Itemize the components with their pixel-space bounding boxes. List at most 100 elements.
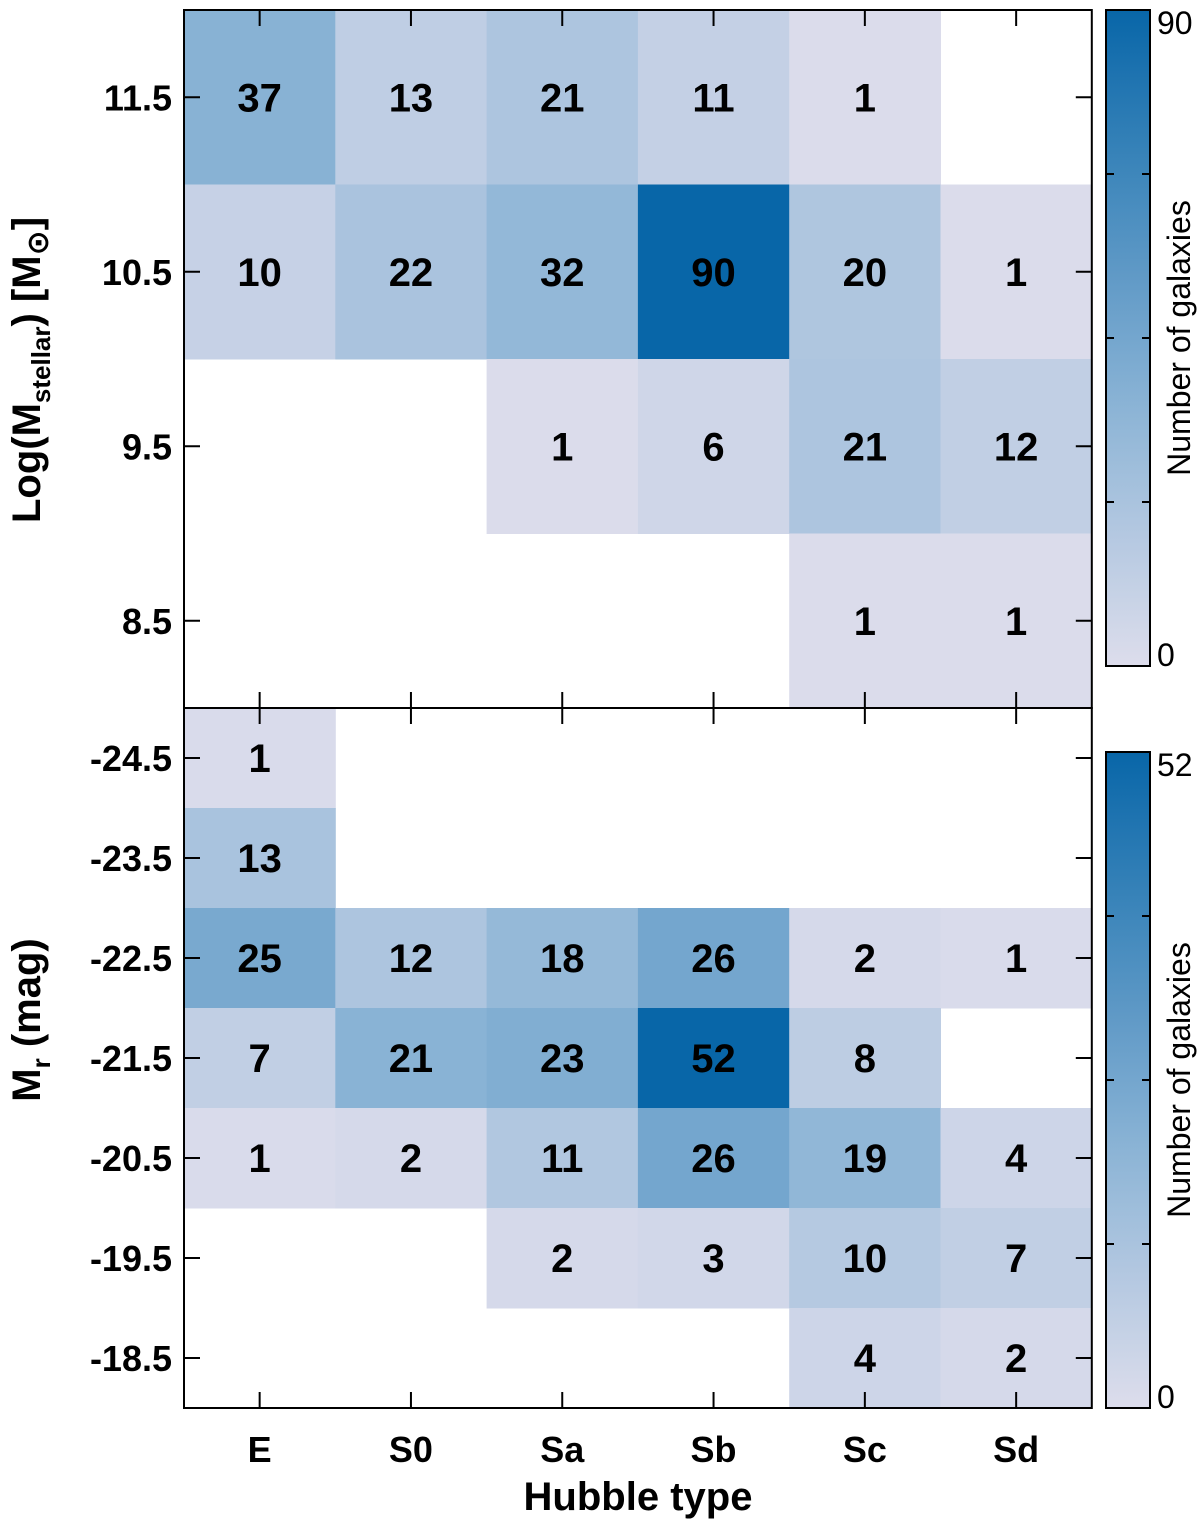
colorbar-min-label: 0 xyxy=(1157,637,1175,673)
heatmap-cell xyxy=(184,1108,336,1209)
cell-label: 20 xyxy=(843,251,888,295)
heatmap-cell xyxy=(637,10,790,185)
colorbar-max-label: 90 xyxy=(1157,5,1193,41)
cell-label: 1 xyxy=(551,425,573,469)
heatmap-cell xyxy=(184,808,336,909)
heatmap-cell xyxy=(940,359,1093,534)
heatmap-cell xyxy=(789,359,941,534)
x-tick-label: S0 xyxy=(389,1429,433,1470)
cell-label: 1 xyxy=(854,76,876,120)
heatmap-cell xyxy=(335,10,488,185)
heatmap-cell xyxy=(789,908,941,1009)
cell-label: 21 xyxy=(389,1037,434,1081)
heatmap-cell xyxy=(789,1108,941,1209)
cell-label: 2 xyxy=(400,1137,422,1181)
heatmap-cell xyxy=(335,1108,488,1209)
y-axis-title: Log(Mstellar) [M⊙] xyxy=(5,217,56,523)
heatmap-cell xyxy=(486,1108,639,1209)
heatmap-cell xyxy=(789,184,941,360)
y-tick-label: 8.5 xyxy=(122,601,172,642)
cell-label: 37 xyxy=(237,76,282,120)
heatmap-cell xyxy=(637,1008,790,1109)
colorbar-min-label: 0 xyxy=(1157,1379,1175,1415)
heatmap-cell xyxy=(184,908,336,1009)
heatmap-cell xyxy=(335,1008,488,1109)
heatmap-cell xyxy=(789,10,941,185)
cell-label: 1 xyxy=(249,737,271,781)
heatmap-cell xyxy=(184,10,336,185)
cell-label: 32 xyxy=(540,251,585,295)
cell-label: 4 xyxy=(1005,1137,1028,1181)
cell-label: 1 xyxy=(1005,251,1027,295)
y-tick-label: -24.5 xyxy=(90,738,172,779)
colorbar-max-label: 52 xyxy=(1157,747,1193,783)
cell-label: 11 xyxy=(692,76,734,120)
heatmap-cell xyxy=(789,1008,941,1109)
heatmap-cell xyxy=(940,1108,1093,1209)
heatmap-cell xyxy=(486,184,639,360)
heatmap-cell xyxy=(940,184,1093,360)
heatmap-cell xyxy=(335,184,488,360)
cell-label: 10 xyxy=(843,1237,888,1281)
cell-label: 8 xyxy=(854,1037,876,1081)
y-tick-label: 11.5 xyxy=(104,77,172,118)
cell-label: 3 xyxy=(702,1237,724,1281)
heatmap-cell xyxy=(486,1208,639,1309)
cell-label: 25 xyxy=(237,937,282,981)
y-tick-label: -22.5 xyxy=(90,938,172,979)
y-tick-label: -18.5 xyxy=(90,1338,172,1379)
cell-label: 13 xyxy=(237,837,282,881)
heatmap-cell xyxy=(184,184,336,360)
cell-label: 52 xyxy=(691,1037,736,1081)
cell-label: 1 xyxy=(1005,937,1027,981)
cell-label: 23 xyxy=(540,1037,585,1081)
colorbar-title: Number of galaxies xyxy=(1161,942,1197,1218)
cell-label: 2 xyxy=(854,937,876,981)
y-tick-label: -21.5 xyxy=(90,1038,172,1079)
y-tick-label: 10.5 xyxy=(102,252,172,293)
heatmap-cell xyxy=(940,908,1093,1009)
heatmap-cell xyxy=(789,1208,941,1309)
y-tick-label: -23.5 xyxy=(90,838,172,879)
heatmap-cell xyxy=(486,359,639,534)
cell-label: 1 xyxy=(1005,600,1027,644)
heatmap-cell xyxy=(940,1308,1093,1409)
heatmap-cell xyxy=(637,359,790,534)
cell-label: 6 xyxy=(702,425,724,469)
x-tick-label: Sd xyxy=(993,1429,1039,1470)
heatmap-cell xyxy=(486,10,639,185)
cell-label: 19 xyxy=(843,1137,888,1181)
y-axis-title: Mr (mag) xyxy=(5,938,56,1101)
cell-label: 90 xyxy=(691,251,736,295)
x-tick-label: E xyxy=(248,1429,272,1470)
heatmap-cell xyxy=(637,1108,790,1209)
cell-label: 22 xyxy=(389,251,434,295)
cell-label: 13 xyxy=(389,76,434,120)
cell-label: 7 xyxy=(249,1037,271,1081)
cell-label: 12 xyxy=(389,937,434,981)
y-tick-label: -19.5 xyxy=(90,1238,172,1279)
cell-label: 1 xyxy=(249,1137,271,1181)
cell-label: 10 xyxy=(237,251,282,295)
cell-label: 21 xyxy=(540,76,585,120)
cell-label: 7 xyxy=(1005,1237,1027,1281)
y-tick-label: -20.5 xyxy=(90,1138,172,1179)
x-axis-title: Hubble type xyxy=(524,1475,753,1519)
heatmap-cell xyxy=(940,533,1093,709)
heatmap-cells: 37 13 21 11 110 22 32 90 20 11 6 21 121 1 xyxy=(184,10,1093,709)
x-tick-label: Sc xyxy=(843,1429,887,1470)
heatmap-cell xyxy=(789,533,941,709)
heatmap-cell xyxy=(486,1008,639,1109)
cell-label: 12 xyxy=(994,425,1039,469)
panel-stellar-mass: 37 13 21 11 110 22 32 90 20 11 6 21 121 111.510.59.58… xyxy=(5,5,1197,709)
heatmap-cell xyxy=(637,184,790,360)
cell-label: 21 xyxy=(843,425,888,469)
cell-label: 2 xyxy=(1005,1337,1027,1381)
y-tick-label: 9.5 xyxy=(122,426,172,467)
x-tick-label: Sb xyxy=(691,1429,737,1470)
heatmap-cell xyxy=(789,1308,941,1409)
heatmap-cell xyxy=(184,1008,336,1109)
